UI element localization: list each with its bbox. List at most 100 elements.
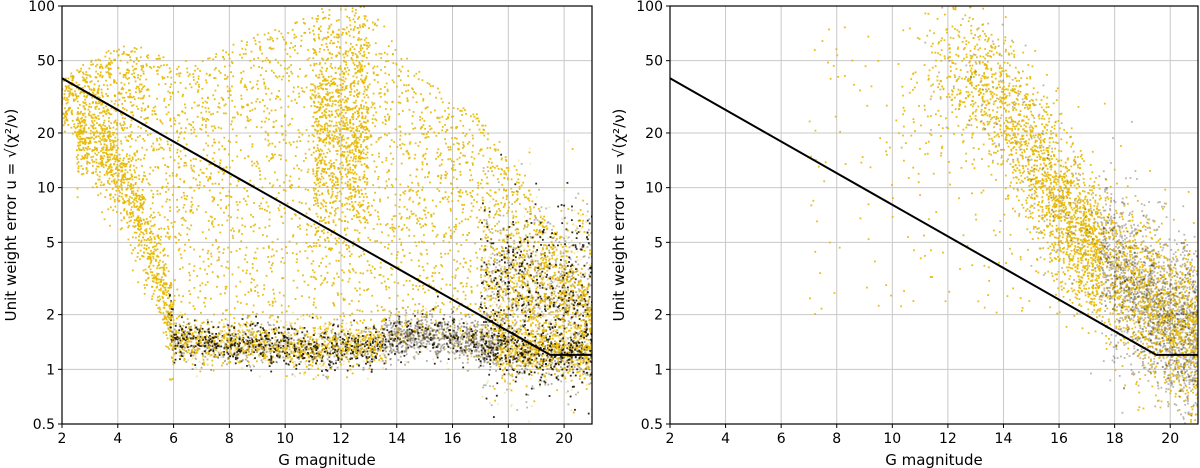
data-point <box>132 164 135 167</box>
data-point <box>498 360 501 362</box>
data-point <box>170 144 173 147</box>
data-point <box>468 338 471 341</box>
data-point <box>355 340 358 343</box>
data-point <box>142 202 145 204</box>
data-point <box>241 56 243 59</box>
data-point <box>295 345 298 348</box>
data-point <box>242 331 245 334</box>
data-point <box>284 189 287 192</box>
data-point <box>173 294 176 297</box>
data-point <box>308 57 311 60</box>
data-point <box>581 304 584 306</box>
data-point <box>362 337 365 339</box>
data-point <box>178 247 181 250</box>
data-point <box>309 64 312 67</box>
data-point <box>131 73 133 76</box>
data-point <box>416 342 419 344</box>
data-point <box>239 53 241 56</box>
data-point <box>466 341 469 343</box>
data-point <box>349 314 352 317</box>
data-point <box>564 294 566 296</box>
data-point <box>374 209 377 212</box>
data-point <box>383 317 386 320</box>
data-point <box>542 259 544 262</box>
data-point <box>457 147 460 150</box>
data-point <box>207 134 210 137</box>
data-point <box>294 214 297 217</box>
data-point <box>529 210 532 213</box>
data-point <box>123 108 126 110</box>
data-point <box>180 300 183 303</box>
data-point <box>189 293 192 295</box>
data-point <box>502 196 505 199</box>
data-point <box>131 65 134 68</box>
data-point <box>351 335 354 337</box>
data-point <box>441 336 444 339</box>
data-point <box>196 67 199 70</box>
data-point <box>375 53 378 56</box>
data-point <box>323 348 325 350</box>
data-point <box>129 134 132 136</box>
data-point <box>295 365 298 367</box>
data-point <box>136 136 139 139</box>
data-point <box>373 23 376 26</box>
data-point <box>216 275 219 277</box>
data-point <box>586 309 589 311</box>
data-point <box>95 141 98 144</box>
data-point <box>567 329 570 332</box>
data-point <box>335 36 338 39</box>
data-point <box>91 117 94 120</box>
data-point <box>384 118 387 121</box>
data-point <box>478 209 481 211</box>
data-point <box>197 205 200 207</box>
data-point <box>289 143 292 146</box>
data-point <box>212 129 214 132</box>
data-point <box>328 136 331 139</box>
data-point <box>228 57 231 60</box>
data-point <box>228 204 230 207</box>
data-point <box>302 328 305 331</box>
data-point <box>135 67 138 70</box>
data-point <box>517 178 520 181</box>
data-point <box>286 351 289 354</box>
data-point <box>385 119 387 122</box>
data-point <box>311 93 314 96</box>
data-point <box>559 275 561 278</box>
data-point <box>360 49 362 52</box>
data-point <box>283 339 286 342</box>
data-point <box>297 185 300 188</box>
data-point <box>561 291 564 294</box>
data-point <box>165 113 168 116</box>
data-point <box>488 216 491 219</box>
data-point <box>88 74 91 77</box>
data-point <box>383 92 386 95</box>
data-point <box>533 310 536 312</box>
data-point <box>573 271 576 274</box>
data-point <box>283 262 286 264</box>
data-point <box>183 218 186 221</box>
data-point <box>142 70 145 73</box>
data-point <box>526 295 529 298</box>
data-point <box>498 305 501 308</box>
data-point <box>130 96 132 99</box>
data-point <box>189 209 192 212</box>
data-point <box>108 133 111 136</box>
data-point <box>419 223 421 226</box>
data-point <box>316 110 319 113</box>
data-point <box>227 96 230 99</box>
data-point <box>225 347 228 349</box>
data-point <box>590 351 592 354</box>
data-point <box>245 44 248 46</box>
data-point <box>433 343 435 346</box>
data-point <box>447 107 450 109</box>
data-point <box>341 33 343 36</box>
data-point <box>323 17 325 19</box>
data-point <box>458 345 461 348</box>
data-point <box>188 73 191 76</box>
data-point <box>502 299 505 302</box>
data-point <box>483 359 486 362</box>
data-point <box>212 112 215 115</box>
data-point <box>317 33 320 36</box>
data-point <box>231 51 234 54</box>
data-point <box>239 149 242 152</box>
